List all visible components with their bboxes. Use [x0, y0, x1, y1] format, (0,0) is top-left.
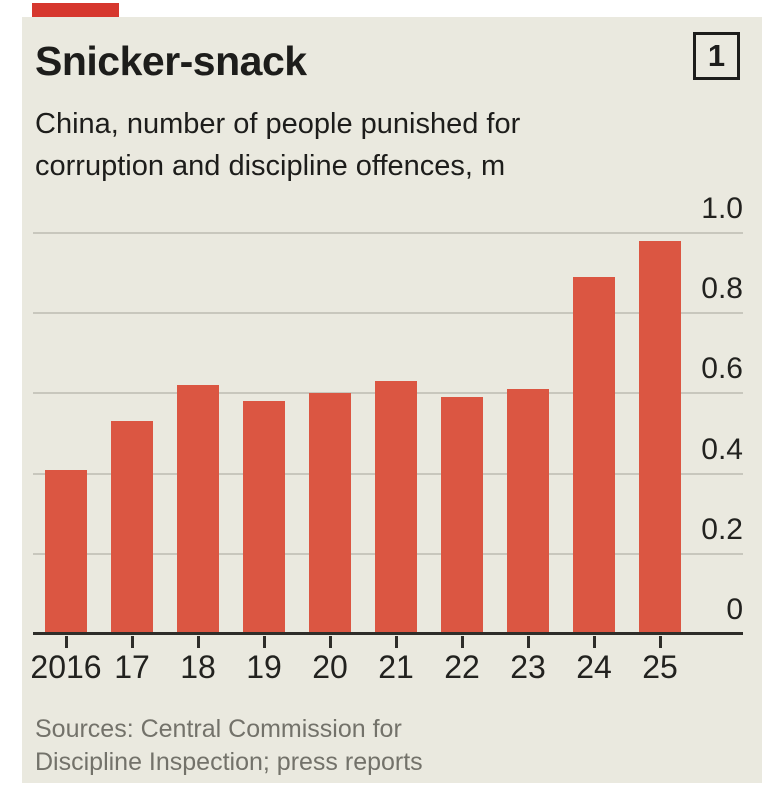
- y-axis-label-0.6: 0.6: [701, 352, 743, 385]
- x-axis-label-23: 23: [510, 649, 546, 685]
- bar-21: [375, 381, 417, 634]
- x-axis-tick-20: [329, 636, 332, 648]
- x-axis-label-22: 22: [444, 649, 480, 685]
- y-axis-label-1.0: 1.0: [701, 192, 743, 225]
- x-axis-line: [33, 632, 743, 635]
- y-axis-label-0: 0: [726, 593, 743, 626]
- bar-17: [111, 421, 153, 634]
- x-axis-label-19: 19: [246, 649, 282, 685]
- bar-2016: [45, 470, 87, 634]
- bar-18: [177, 385, 219, 634]
- x-axis-tick-21: [395, 636, 398, 648]
- bar-23: [507, 389, 549, 634]
- x-axis-tick-22: [461, 636, 464, 648]
- y-axis-label-0.2: 0.2: [701, 513, 743, 546]
- x-axis-tick-17: [131, 636, 134, 648]
- chart-title: Snicker-snack: [35, 38, 307, 84]
- source-note: Sources: Central Commission for Discipli…: [35, 713, 423, 779]
- bar-22: [441, 397, 483, 634]
- x-axis-tick-25: [659, 636, 662, 648]
- x-axis-label-2016: 2016: [30, 649, 102, 685]
- chart-subtitle: China, number of people punished for cor…: [35, 103, 655, 187]
- x-axis-tick-19: [263, 636, 266, 648]
- x-axis-label-18: 18: [180, 649, 216, 685]
- chart-subtitle-line-2: corruption and discipline offences, m: [35, 150, 506, 182]
- x-axis-tick-18: [197, 636, 200, 648]
- x-axis-tick-2016: [65, 636, 68, 648]
- bar-20: [309, 393, 351, 634]
- gridline-0.8: [33, 312, 743, 314]
- bar-19: [243, 401, 285, 634]
- x-axis-label-21: 21: [378, 649, 414, 685]
- x-axis-label-17: 17: [114, 649, 150, 685]
- x-axis-label-24: 24: [576, 649, 612, 685]
- plot-area: 0 0.2 0.4 0.6 0.8 1.0 2016 17 18 19 20 21 22 23 24 25: [22, 17, 762, 783]
- x-axis-tick-23: [527, 636, 530, 648]
- bar-24: [573, 277, 615, 634]
- gridline-1.0: [33, 232, 743, 234]
- bar-25: [639, 241, 681, 634]
- y-axis-label-0.8: 0.8: [701, 272, 743, 305]
- source-line-1: Sources: Central Commission for: [35, 715, 402, 743]
- panel-number-box: 1: [693, 32, 740, 80]
- y-axis-label-0.4: 0.4: [701, 433, 743, 466]
- source-line-2: Discipline Inspection; press reports: [35, 748, 423, 776]
- x-axis-tick-24: [593, 636, 596, 648]
- panel-number: 1: [707, 38, 726, 73]
- x-axis-label-25: 25: [642, 649, 678, 685]
- economist-red-tab: [32, 3, 119, 17]
- x-axis-label-20: 20: [312, 649, 348, 685]
- chart-card: 1 Snicker-snack China, number of people …: [22, 17, 762, 783]
- chart-subtitle-line-1: China, number of people punished for: [35, 108, 521, 140]
